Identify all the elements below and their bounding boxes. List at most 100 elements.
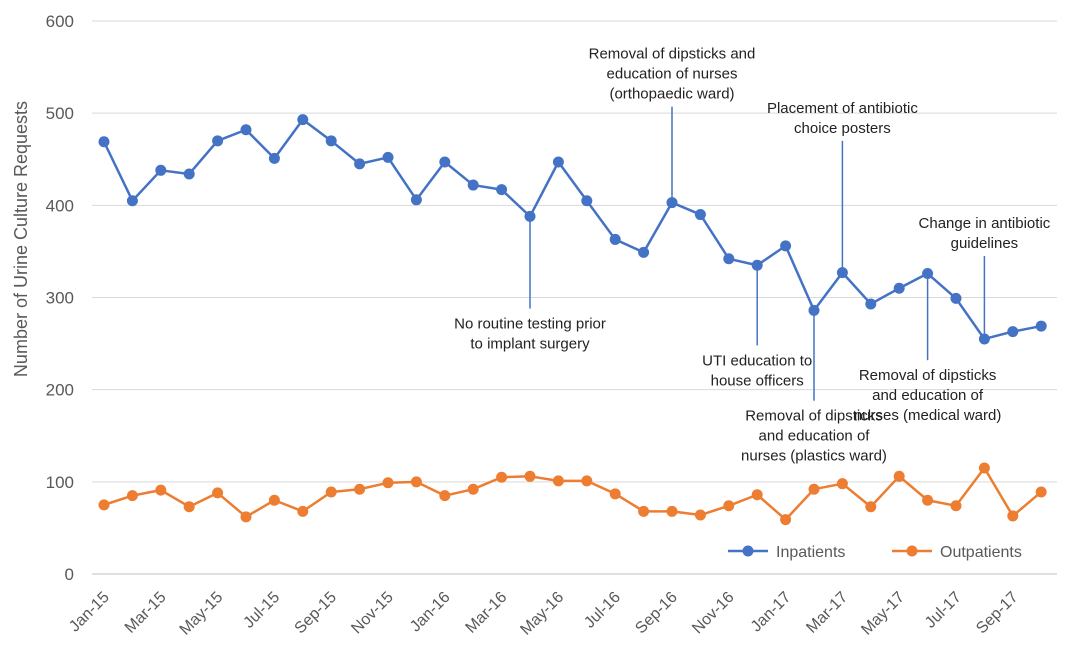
annotation-text: Placement of antibiotic choice posters [767, 100, 918, 137]
inpatients-point [751, 259, 763, 271]
inpatients-point [212, 135, 224, 147]
inpatients-point [1007, 326, 1019, 338]
x-tick-label: Jul-16 [581, 589, 624, 632]
outpatients-point [1007, 510, 1019, 522]
outpatients-point [382, 477, 394, 489]
inpatients-point [410, 194, 422, 206]
inpatients-point [183, 168, 195, 180]
inpatients-point [552, 156, 564, 168]
x-tick-label: May-15 [177, 589, 227, 639]
annotation-text: UTI education to house officers [702, 352, 812, 389]
y-tick-label: 600 [46, 12, 74, 31]
y-axis-label: Number of Urine Culture Requests [11, 101, 31, 377]
legend-marker-inpatients [742, 545, 754, 557]
outpatients-point [666, 505, 678, 517]
outpatients-point [155, 484, 167, 496]
x-tick-label: Jul-17 [922, 589, 965, 632]
annotation-line: nurses (plastics ward) [741, 448, 887, 465]
annotation-line: education of nurses [607, 66, 738, 83]
inpatients-point [865, 298, 877, 310]
annotation-line: Placement of antibiotic [767, 100, 918, 117]
y-tick-label: 400 [46, 196, 74, 215]
legend-label-outpatients: Outpatients [940, 544, 1022, 561]
legend-marker-outpatients [906, 545, 918, 557]
annotation-line: Removal of dipsticks [745, 408, 883, 425]
outpatients-point [893, 470, 905, 482]
outpatients-point [609, 488, 621, 500]
inpatients-point [240, 124, 252, 136]
outpatients-point [865, 501, 877, 513]
inpatients-point [694, 209, 706, 221]
inpatients-point [496, 184, 508, 196]
inpatients-point [325, 135, 337, 147]
outpatients-point [467, 483, 479, 495]
y-tick-label: 100 [46, 473, 74, 492]
y-tick-label: 500 [46, 104, 74, 123]
x-tick-label: Nov-15 [348, 589, 397, 638]
annotation-text: Removal of dipsticks and education of nurs… [741, 408, 887, 465]
inpatients-point [638, 246, 650, 258]
outpatients-point [410, 476, 422, 488]
inpatients-line [102, 118, 1042, 341]
outpatients-point [297, 505, 309, 517]
annotation-line: choice posters [794, 120, 891, 137]
inpatients-point [268, 152, 280, 164]
outpatients-point [496, 471, 508, 483]
outpatients-point [354, 483, 366, 495]
outpatients-point [325, 486, 337, 498]
outpatients-point [723, 500, 735, 512]
x-tick-label: Jul-15 [240, 589, 283, 632]
inpatients-point [666, 197, 678, 209]
outpatients-point [581, 475, 593, 487]
inpatients-point [155, 164, 167, 176]
inpatients-point [893, 282, 905, 294]
x-tick-label: Sep-15 [292, 589, 341, 638]
inpatients-point [780, 240, 792, 252]
legend: Inpatients Outpatients [728, 544, 1022, 561]
x-axis-ticks: Jan-15 Mar-15 May-15 Jul-15 Sep-15 Nov-15 Jan-… [66, 589, 1021, 639]
outpatients-point [240, 511, 252, 523]
inpatients-point [467, 179, 479, 191]
inpatients-point [609, 233, 621, 245]
inpatients-point [723, 253, 735, 265]
annotation-line: nurses (medical ward) [854, 407, 1002, 424]
outpatients-point [922, 494, 934, 506]
y-axis-ticks: 0 100 200 300 400 500 600 [46, 12, 74, 584]
annotation-text: Removal of dipsticks and education of nurs… [854, 367, 1002, 424]
inpatients-point [581, 195, 593, 207]
outpatients-line [103, 466, 1043, 521]
inpatients-point [98, 136, 110, 148]
inpatients-point [922, 268, 934, 280]
outpatients-point [950, 500, 962, 512]
annotations: No routine testing prior to implant surge… [454, 46, 1051, 465]
y-tick-label: 300 [46, 289, 74, 308]
inpatients-point [836, 267, 848, 279]
inpatients-point [978, 333, 990, 345]
x-tick-label: Mar-15 [122, 589, 170, 637]
outpatients-point [212, 487, 224, 499]
inpatients-point [808, 304, 820, 316]
annotation-line: to implant surgery [470, 336, 590, 353]
x-tick-label: Sep-17 [973, 589, 1022, 638]
annotation-line: UTI education to [702, 352, 812, 369]
y-tick-label: 0 [65, 565, 74, 584]
outpatients-point [694, 509, 706, 521]
inpatients-point [382, 151, 394, 163]
outpatients-point [183, 501, 195, 513]
x-tick-label: Mar-16 [463, 589, 511, 637]
outpatients-point [439, 490, 451, 502]
outpatients-point [978, 462, 990, 474]
outpatients-point [836, 478, 848, 490]
y-tick-label: 200 [46, 381, 74, 400]
annotation-text: Change in antibiotic guidelines [919, 215, 1051, 252]
inpatients-point [297, 114, 309, 126]
annotation-text: No routine testing prior to implant surge… [454, 316, 606, 353]
outpatients-point [751, 489, 763, 501]
x-tick-label: Sep-16 [632, 589, 681, 638]
annotation-line: No routine testing prior [454, 316, 606, 333]
outpatients-point [126, 490, 138, 502]
annotation-text: Removal of dipsticks and education of nur… [589, 46, 756, 103]
gridlines [92, 20, 1057, 575]
x-tick-label: Jan-17 [748, 589, 795, 636]
x-tick-label: May-16 [517, 589, 567, 639]
